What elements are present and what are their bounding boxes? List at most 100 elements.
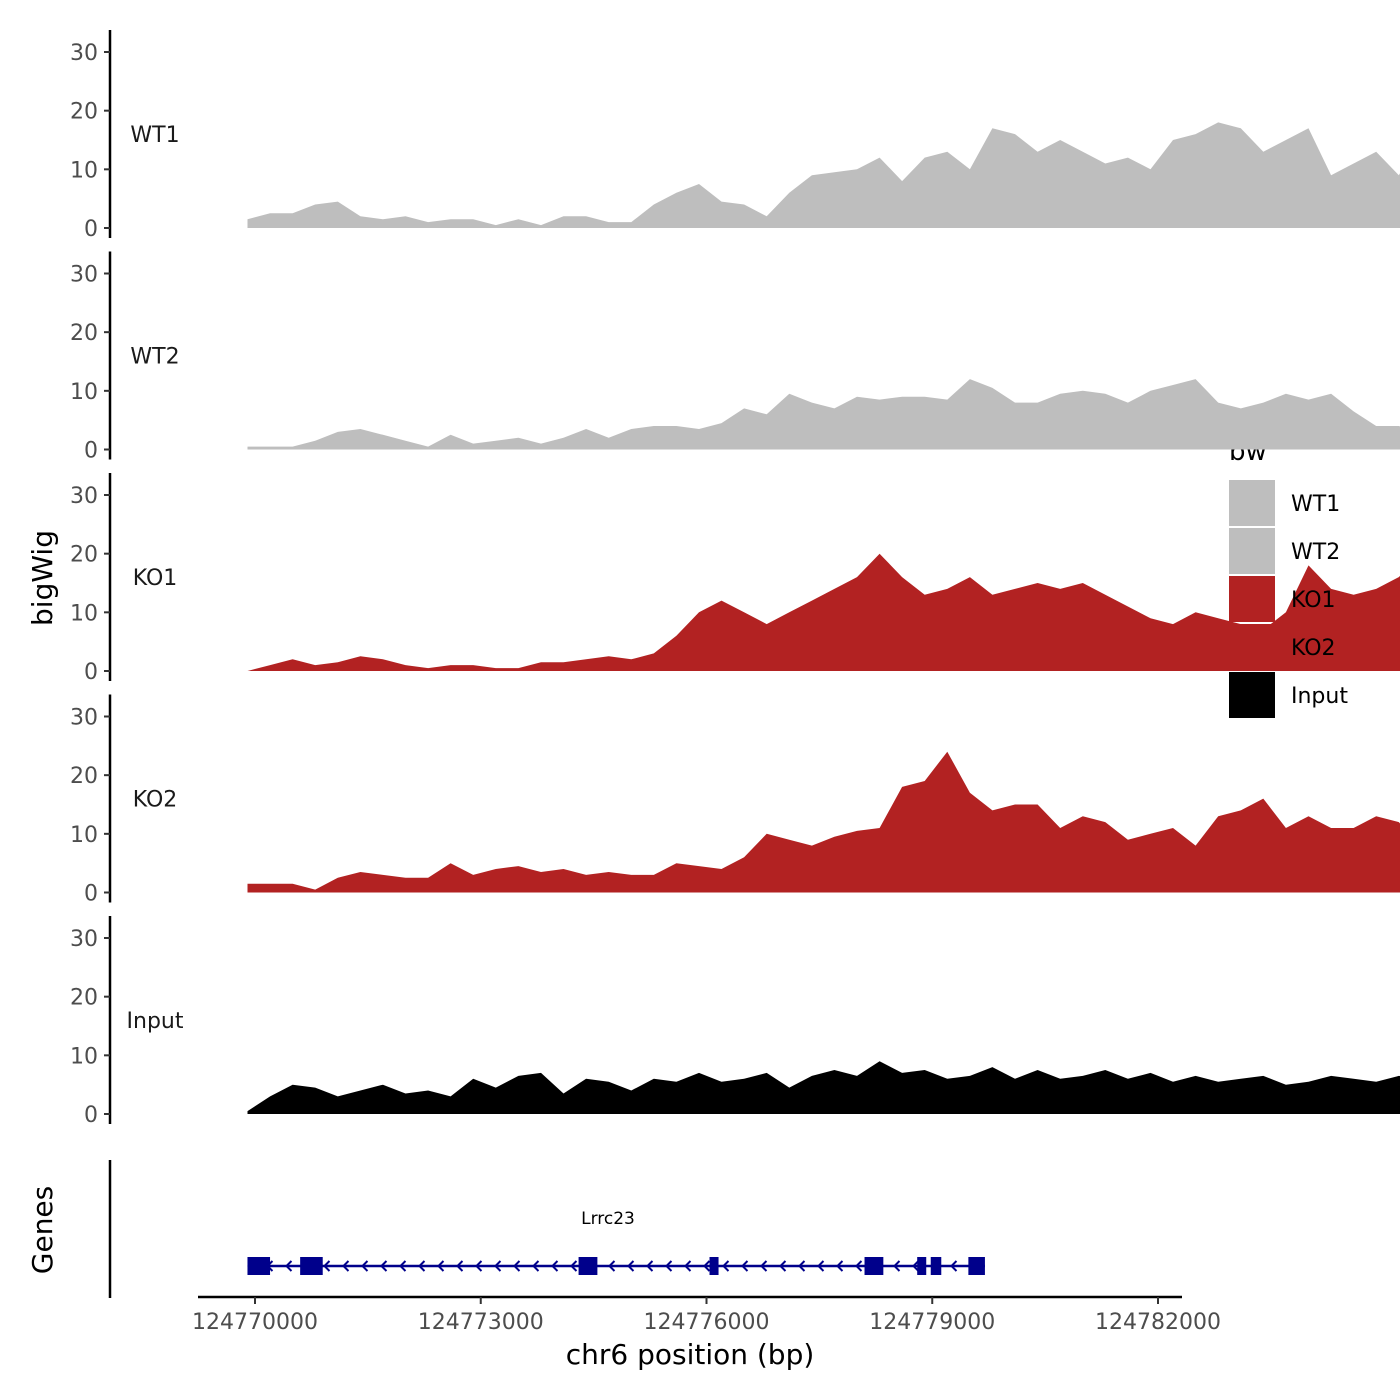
genes-track-label: Genes — [26, 1186, 59, 1274]
series-area-wt2 — [247, 379, 1400, 450]
y-tick-label: 0 — [84, 217, 98, 242]
y-tick-label: 30 — [70, 484, 98, 509]
strand-arrow — [285, 1260, 293, 1272]
y-tick-label: 20 — [70, 764, 98, 789]
gene-exon — [578, 1257, 598, 1275]
gene-name-label: Lrrc23 — [581, 1209, 635, 1229]
strand-arrow — [741, 1260, 749, 1272]
legend-label: KO2 — [1291, 636, 1336, 661]
strand-arrow — [893, 1260, 901, 1272]
strand-arrow — [399, 1260, 407, 1272]
x-tick-label: 124782000 — [1095, 1310, 1221, 1335]
legend-entry-wt2: WT2 — [1229, 528, 1340, 574]
strand-arrow — [760, 1260, 768, 1272]
x-axis: 124770000 124773000 124776000 124779000 1247… — [192, 1295, 1221, 1335]
legend-label: WT2 — [1291, 540, 1340, 565]
y-tick-label: 10 — [70, 380, 98, 405]
x-tick-label: 124773000 — [418, 1310, 544, 1335]
y-tick-label: 10 — [70, 823, 98, 848]
legend-label: Input — [1291, 684, 1348, 709]
track-label: KO2 — [133, 788, 178, 813]
legend-entry-ko2: KO2 — [1229, 624, 1336, 670]
y-tick-label: 10 — [70, 158, 98, 183]
legend-swatch — [1229, 480, 1275, 526]
strand-arrow — [380, 1260, 388, 1272]
strand-arrow — [817, 1260, 825, 1272]
legend: WT1 WT2 KO1 KO2 Input — [1229, 480, 1348, 718]
strand-arrow — [494, 1260, 502, 1272]
track-wt2: 0 10 20 30 WT2 — [70, 251, 1400, 464]
strand-arrow — [418, 1260, 426, 1272]
strand-arrow — [779, 1260, 787, 1272]
strand-arrow — [532, 1260, 540, 1272]
gene-exon — [709, 1257, 719, 1275]
y-tick-label: 0 — [84, 660, 98, 685]
gene-exon — [968, 1257, 985, 1275]
x-axis-label: chr6 position (bp) — [566, 1338, 815, 1371]
track-ko1: 0 10 20 30 KO1 — [70, 473, 1400, 685]
gene-exon — [864, 1257, 884, 1275]
legend-label: KO1 — [1291, 588, 1336, 613]
y-tick-label: 30 — [70, 41, 98, 66]
strand-arrow — [342, 1260, 350, 1272]
strand-arrow — [323, 1260, 331, 1272]
y-tick-label: 10 — [70, 1044, 98, 1069]
x-tick-label: 124776000 — [644, 1310, 770, 1335]
strand-arrow — [513, 1260, 521, 1272]
y-tick-label: 30 — [70, 927, 98, 952]
y-tick-label: 20 — [70, 543, 98, 568]
y-tick-label: 20 — [70, 321, 98, 346]
strand-arrow — [646, 1260, 654, 1272]
strand-arrow — [912, 1260, 920, 1272]
track-label: Input — [127, 1009, 184, 1034]
signal-tracks: 0 10 20 30 WT1 0 10 20 30 WT2 0 10 20 30 KO1 0 10 20 30 KO2… — [70, 30, 1400, 1128]
y-tick-label: 30 — [70, 706, 98, 731]
track-label: KO1 — [133, 566, 178, 591]
strand-arrow — [703, 1260, 711, 1272]
gene-exon — [917, 1257, 927, 1275]
strand-arrow — [684, 1260, 692, 1272]
strand-arrow — [798, 1260, 806, 1272]
legend-entry-wt1: WT1 — [1229, 480, 1340, 526]
series-area-ko1 — [247, 553, 1400, 671]
legend-swatch — [1229, 576, 1275, 622]
track-input: 0 10 20 30 Input — [70, 916, 1400, 1128]
series-area-ko2 — [247, 751, 1400, 893]
y-tick-label: 10 — [70, 601, 98, 626]
gene-track: Lrrc23 — [108, 1160, 985, 1298]
y-tick-label: 0 — [84, 1103, 98, 1128]
strand-arrow — [950, 1260, 958, 1272]
strand-arrow — [475, 1260, 483, 1272]
legend-label: WT1 — [1291, 492, 1340, 517]
x-tick-label: 124770000 — [192, 1310, 318, 1335]
gene-exon — [930, 1257, 942, 1275]
strand-arrow — [608, 1260, 616, 1272]
track-label: WT2 — [130, 345, 179, 370]
strand-arrow — [361, 1260, 369, 1272]
legend-swatch — [1229, 672, 1275, 718]
y-tick-label: 20 — [70, 100, 98, 125]
y-tick-label: 0 — [84, 882, 98, 907]
track-ko2: 0 10 20 30 KO2 — [70, 694, 1400, 907]
y-tick-label: 0 — [84, 439, 98, 464]
series-area-wt1 — [247, 122, 1400, 228]
strand-arrow — [855, 1260, 863, 1272]
legend-swatch — [1229, 528, 1275, 574]
y-tick-label: 30 — [70, 263, 98, 288]
x-tick-label: 124779000 — [869, 1310, 995, 1335]
track-wt1: 0 10 20 30 WT1 — [70, 30, 1400, 242]
strand-arrow — [437, 1260, 445, 1272]
y-tick-label: 20 — [70, 986, 98, 1011]
track-label: WT1 — [130, 123, 179, 148]
legend-swatch — [1229, 624, 1275, 670]
legend-entry-input: Input — [1229, 672, 1348, 718]
strand-arrow — [836, 1260, 844, 1272]
strand-arrow — [665, 1260, 673, 1272]
series-area-input — [247, 1061, 1400, 1114]
strand-arrow — [456, 1260, 464, 1272]
y-axis-label: bigWig — [26, 530, 59, 626]
strand-arrow — [722, 1260, 730, 1272]
strand-arrow — [627, 1260, 635, 1272]
strand-arrow — [551, 1260, 559, 1272]
